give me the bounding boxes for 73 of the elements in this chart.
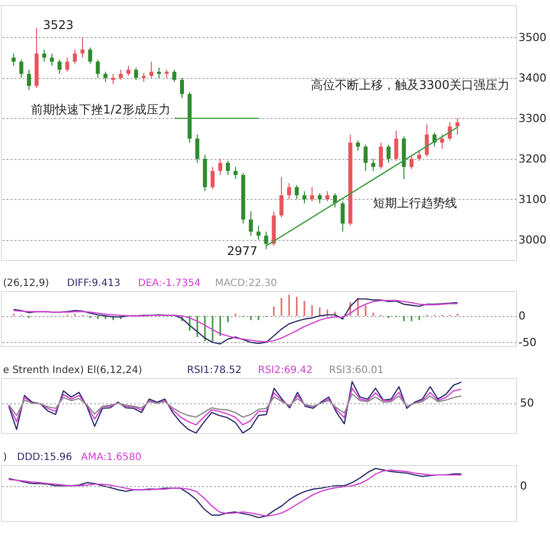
- candlestick: [256, 225, 260, 240]
- candlestick: [417, 150, 422, 162]
- candlestick: [134, 67, 138, 80]
- series-label: MACD:22.30: [215, 278, 277, 289]
- annotation: 3523: [43, 18, 74, 32]
- y-tick-label: 3000: [518, 233, 546, 246]
- candlestick: [371, 158, 376, 172]
- y-tick-label: 3400: [518, 71, 546, 84]
- candlestick: [410, 154, 414, 170]
- candlestick: [65, 57, 70, 72]
- candlestick: [26, 69, 31, 90]
- candlestick: [364, 144, 368, 172]
- candlestick: [126, 65, 130, 76]
- candlestick: [50, 53, 54, 66]
- candlestick: [72, 49, 77, 64]
- candlestick: [440, 134, 444, 150]
- candlestick: [378, 142, 383, 170]
- text: RSI2:69.42: [258, 365, 313, 376]
- annotation: 短期上行趋势线: [373, 196, 457, 210]
- candlestick: [310, 186, 314, 202]
- candlestick: [195, 134, 200, 164]
- candlestick: [386, 144, 391, 164]
- candlestick: [424, 124, 429, 158]
- text: AMA:1.6580: [81, 452, 142, 463]
- candlestick: [42, 49, 46, 62]
- candlestick: [279, 176, 284, 218]
- chart-title: (26,12,9): [3, 278, 50, 289]
- candlestick: [287, 182, 292, 200]
- chart-title: ): [3, 452, 7, 463]
- chart-title: e Strenth Index) El(6,12,24): [3, 365, 142, 376]
- annotation: 2977: [227, 244, 258, 258]
- candlestick: [111, 73, 116, 84]
- candlestick: [180, 77, 184, 99]
- candlestick: [12, 53, 16, 66]
- candlestick: [80, 36, 85, 58]
- y-tick-label: 0: [518, 309, 526, 322]
- candlestick: [58, 59, 62, 74]
- candlestick: [318, 192, 322, 204]
- text: RSI1:78.52: [187, 365, 242, 376]
- candlestick: [226, 160, 230, 176]
- annotation: 高位不断上移，触及3300关口强压力: [311, 78, 510, 92]
- candlestick: [218, 158, 222, 176]
- y-tick-label: 3300: [518, 112, 546, 125]
- candlestick: [325, 190, 330, 202]
- candlestick: [103, 71, 108, 82]
- text: 50: [520, 396, 534, 410]
- candlestick: [294, 184, 299, 200]
- candlestick: [340, 200, 345, 232]
- series-label: DDD:15.96: [17, 452, 72, 463]
- candlestick: [455, 118, 460, 136]
- text: RSI3:60.01: [329, 365, 384, 376]
- candlestick: [88, 47, 92, 64]
- candlestick: [302, 190, 306, 204]
- candlestick: [333, 192, 338, 208]
- candlestick: [210, 166, 215, 190]
- candlestick: [157, 67, 162, 78]
- candlestick: [172, 69, 176, 82]
- y-tick-label: 3100: [518, 192, 546, 206]
- y-tick-label: 3200: [518, 152, 546, 166]
- candlestick: [264, 231, 268, 250]
- candlestick: [118, 69, 123, 80]
- candlestick: [149, 61, 154, 78]
- y-tick-label: -50: [518, 336, 536, 349]
- candlestick: [356, 140, 360, 152]
- candlestick: [248, 210, 253, 236]
- candlestick: [394, 130, 398, 162]
- candlestick: [234, 166, 238, 180]
- text: DIFF:9.413: [67, 278, 120, 289]
- ref-line-label: 前期快速下挫1/2形成压力: [31, 102, 170, 116]
- y-tick-label: 3500: [518, 30, 546, 44]
- candlestick: [19, 59, 24, 78]
- candlestick: [96, 59, 100, 78]
- text: DEA:-1.7354: [138, 278, 201, 289]
